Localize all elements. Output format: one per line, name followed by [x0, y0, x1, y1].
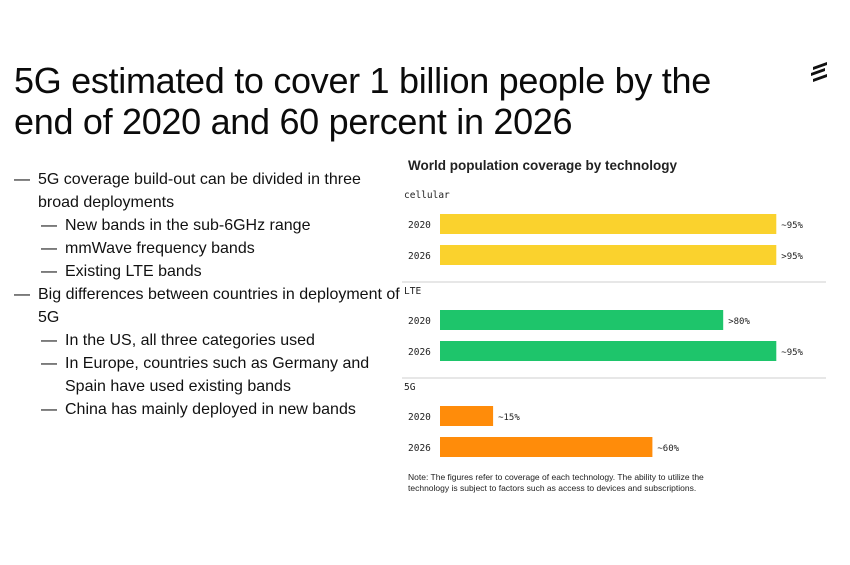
bullet-item: — 5G coverage build-out can be divided in… [14, 168, 406, 214]
group-label: LTE [404, 286, 421, 297]
bullet-dash: — [41, 240, 57, 257]
bullet-text: In the US, all three categories used [65, 332, 315, 349]
data-label: ~60% [657, 444, 679, 454]
sub-bullet-item: — In Europe, countries such as Germany an… [14, 352, 406, 398]
bar-lte-2026 [440, 341, 777, 361]
chart-title: World population coverage by technology [408, 158, 678, 173]
coverage-bar-chart: cellular 2020 ~95% 2026 >95% LTE 2020 >80% 2026 ~… [402, 190, 826, 457]
bullet-dash: — [41, 355, 57, 372]
bar-5g-2026 [440, 437, 653, 457]
bullet-text: In Europe, countries such as Germany and… [65, 355, 370, 395]
group-label: 5G [404, 382, 416, 393]
bullet-text: Big differences between countries in dep… [38, 286, 400, 326]
data-label: ~15% [498, 413, 520, 423]
category-label: 2020 [408, 316, 431, 327]
bullet-text: Existing LTE bands [65, 263, 202, 280]
bullet-dash: — [14, 171, 30, 188]
bullet-text: New bands in the sub-6GHz range [65, 217, 311, 234]
bullet-text: China has mainly deployed in new bands [65, 401, 356, 418]
bar-5g-2020 [440, 406, 494, 426]
group-label: cellular [404, 190, 450, 201]
ericsson-logo-icon [811, 62, 827, 82]
bullet-dash: — [41, 263, 57, 280]
category-label: 2020 [408, 412, 431, 423]
bar-lte-2020 [440, 310, 724, 330]
bar-cellular-2020 [440, 214, 777, 234]
bullet-text: mmWave frequency bands [65, 240, 255, 257]
bullet-dash: — [41, 332, 57, 349]
bullet-item: — Big differences between countries in de… [14, 283, 406, 329]
bullet-text: 5G coverage build-out can be divided in … [38, 171, 361, 211]
sub-bullet-item: — New bands in the sub-6GHz range [14, 214, 406, 237]
data-label: ~95% [781, 348, 803, 358]
chart-note: Note: The figures refer to coverage of e… [408, 472, 704, 493]
data-label: >80% [728, 317, 750, 327]
bar-cellular-2026 [440, 245, 777, 265]
sub-bullet-item: — mmWave frequency bands [14, 237, 406, 260]
category-label: 2026 [408, 347, 431, 358]
bullet-dash: — [41, 401, 57, 418]
sub-bullet-item: — China has mainly deployed in new bands [14, 398, 406, 421]
page-title: 5G estimated to cover 1 billion people b… [14, 60, 711, 142]
bullet-dash: — [41, 217, 57, 234]
sub-bullet-item: — In the US, all three categories used [14, 329, 406, 352]
category-label: 2020 [408, 220, 431, 231]
sub-bullet-item: — Existing LTE bands [14, 260, 406, 283]
bullet-dash: — [14, 286, 30, 303]
data-label: >95% [781, 252, 803, 262]
data-label: ~95% [781, 221, 803, 231]
category-label: 2026 [408, 443, 431, 454]
category-label: 2026 [408, 251, 431, 262]
bullet-list: — 5G coverage build-out can be divided in… [14, 168, 406, 421]
